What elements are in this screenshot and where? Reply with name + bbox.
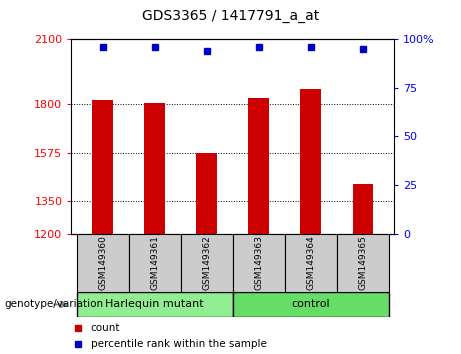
Bar [77,292,233,317]
Text: GSM149363: GSM149363 [254,235,263,290]
Bar [233,292,389,317]
Bar [144,103,165,234]
Text: GDS3365 / 1417791_a_at: GDS3365 / 1417791_a_at [142,9,319,23]
Text: GSM149362: GSM149362 [202,235,211,290]
Bar [233,234,285,292]
Bar [285,234,337,292]
Text: control: control [291,299,330,309]
Text: GSM149361: GSM149361 [150,235,159,290]
Text: GSM149360: GSM149360 [98,235,107,290]
Bar [353,184,373,234]
Bar [92,99,113,234]
Bar [301,89,321,234]
Text: GSM149365: GSM149365 [358,235,367,290]
Text: Harlequin mutant: Harlequin mutant [106,299,204,309]
Bar [77,234,129,292]
Bar [248,98,269,234]
Text: GSM149364: GSM149364 [307,235,315,290]
Bar [129,234,181,292]
Text: percentile rank within the sample: percentile rank within the sample [91,339,267,349]
Text: genotype/variation: genotype/variation [5,299,104,309]
Bar [181,234,233,292]
Bar [337,234,389,292]
Text: count: count [91,323,120,333]
Bar [196,153,217,234]
